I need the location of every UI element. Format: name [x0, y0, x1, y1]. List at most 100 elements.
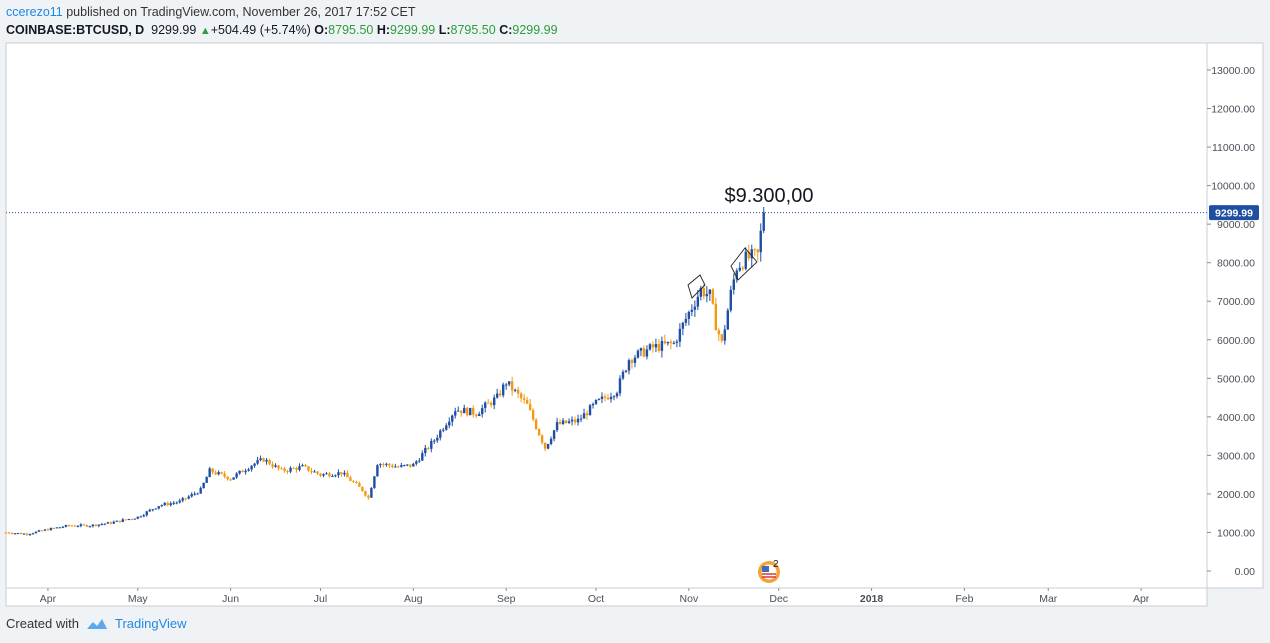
x-tick-label: Jul	[314, 593, 327, 605]
price-axis[interactable]	[1206, 42, 1264, 589]
high-value: 9299.99	[390, 23, 436, 37]
candle-down	[522, 398, 526, 400]
published-text: published on TradingView.com, November 2…	[66, 5, 416, 19]
candle-up	[696, 296, 700, 307]
author-link[interactable]: ccerezo11	[6, 5, 63, 19]
candle-down	[229, 479, 232, 481]
candle-up	[373, 476, 376, 488]
candle-down	[657, 343, 661, 351]
candle-down	[328, 473, 331, 477]
candle-down	[280, 468, 283, 470]
candle-up	[43, 529, 47, 531]
candle-down	[316, 471, 319, 474]
candle-down	[537, 429, 541, 436]
candle-down	[534, 419, 538, 430]
candle-up	[609, 396, 613, 400]
candle-series	[4, 206, 765, 536]
candle-up	[492, 397, 496, 406]
tradingview-cloud-icon	[86, 618, 107, 629]
y-tick-label: 10000.00	[1211, 181, 1255, 193]
candle-down	[603, 396, 607, 398]
candle-up	[253, 463, 256, 466]
candle-up	[265, 459, 268, 462]
candle-down	[361, 486, 364, 492]
event-badge[interactable]: 2	[758, 559, 780, 583]
candle-down	[397, 466, 400, 468]
x-tick-label: Dec	[769, 593, 788, 605]
candle-up	[289, 467, 292, 472]
candle-up	[244, 470, 247, 473]
x-tick-label: Apr	[40, 593, 57, 605]
candle-up	[322, 474, 325, 476]
candle-up	[112, 521, 116, 524]
candle-down	[717, 330, 721, 335]
candle-up	[627, 360, 631, 371]
candle-up	[100, 524, 104, 526]
pattern-drawings	[687, 247, 758, 299]
candle-down	[25, 533, 29, 535]
candle-down	[409, 464, 412, 467]
candle-up	[750, 249, 753, 259]
price-badge-text: 9299.99	[1215, 208, 1253, 220]
y-tick-label: 3000.00	[1217, 450, 1255, 462]
candle-down	[720, 334, 724, 341]
candle-up	[690, 309, 694, 312]
tradingview-link[interactable]: TradingView	[114, 616, 187, 631]
candle-up	[13, 533, 17, 535]
candle-down	[214, 472, 217, 475]
y-tick-label: 4000.00	[1217, 412, 1255, 424]
candle-up	[91, 524, 95, 527]
candle-down	[226, 476, 229, 480]
candle-down	[166, 503, 169, 506]
y-tick-label: 13000.00	[1211, 65, 1255, 77]
y-tick-label: 0.00	[1235, 566, 1256, 578]
candle-up	[187, 496, 190, 499]
close-label: C:	[499, 23, 513, 37]
candle-up	[654, 343, 658, 348]
candle-down	[558, 422, 562, 424]
y-axis-ticks: 0.00 1000.00 2000.00 3000.00 4000.00 5000.00 6…	[1207, 65, 1255, 578]
open-value: 8795.50	[328, 23, 374, 37]
candle-down	[52, 528, 56, 530]
candle-up	[421, 453, 424, 461]
candle-down	[585, 413, 589, 416]
candle-up	[169, 503, 172, 506]
footer: Created with TradingView	[6, 616, 187, 631]
candle-up	[217, 472, 220, 475]
candle-up	[660, 340, 664, 351]
candle-up	[759, 230, 762, 253]
candle-up	[615, 393, 619, 397]
candle-down	[528, 403, 532, 411]
candle-up	[723, 329, 727, 341]
time-axis[interactable]	[5, 587, 1208, 607]
candle-up	[501, 384, 505, 396]
candle-up	[732, 279, 735, 290]
candle-up	[337, 472, 340, 476]
open-label: O:	[314, 23, 329, 37]
candle-down	[540, 435, 544, 443]
candle-down	[271, 464, 274, 467]
candle-up	[115, 520, 119, 522]
x-tick-label: Sep	[497, 593, 516, 605]
candle-up	[49, 528, 53, 531]
candle-down	[262, 458, 265, 462]
price-badge: 9299.99	[1209, 205, 1259, 221]
plot-area[interactable]	[5, 42, 1208, 589]
candle-down	[184, 498, 187, 500]
price-annotation: $9.300,00	[725, 185, 814, 207]
candle-up	[445, 425, 448, 430]
candle-up	[726, 310, 729, 330]
candle-down	[573, 419, 577, 423]
y-tick-label: 1000.00	[1217, 527, 1255, 539]
candle-up	[325, 473, 328, 475]
candle-down	[223, 473, 226, 477]
x-axis-ticks: Apr May Jun Jul Aug Sep Oct Nov Dec 2018 Feb Mar Apr	[40, 588, 1150, 605]
candle-down	[747, 251, 750, 259]
candle-up	[256, 460, 259, 464]
candle-down	[531, 410, 535, 420]
candle-up	[424, 447, 427, 454]
candle-up	[618, 378, 622, 394]
y-tick-label: 11000.00	[1212, 142, 1255, 154]
candle-down	[304, 465, 307, 467]
